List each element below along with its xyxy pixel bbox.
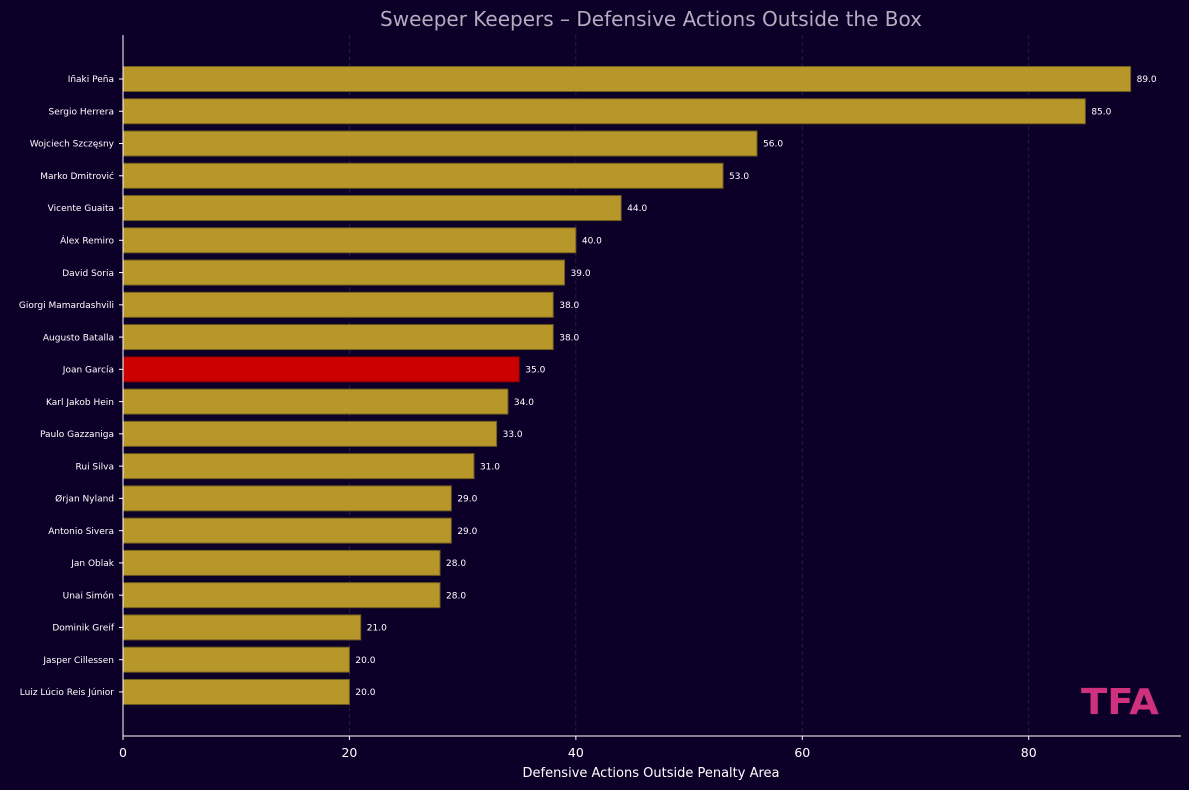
chart-title: Sweeper Keepers – Defensive Actions Outs… [380,7,922,31]
y-tick-label: Dominik Greif [52,624,114,634]
bar [122,453,475,480]
bar [122,420,498,447]
value-label: 89.0 [1137,75,1157,85]
bar [122,678,350,705]
value-label: 29.0 [457,527,477,537]
watermark-text: TFA [1081,682,1159,723]
x-tick-label: 80 [1021,745,1037,760]
y-tick-label: Álex Remiro [60,235,114,247]
tfa-logo: TFA [1081,682,1159,723]
bar [122,130,758,157]
x-tick-label: 40 [568,745,584,760]
value-label: 44.0 [627,204,647,214]
y-tick-label: Antonio Sivera [48,527,114,537]
value-label: 28.0 [446,559,466,569]
bar [122,195,622,222]
value-label: 29.0 [457,495,477,505]
y-tick-label: Jasper Cillessen [42,656,114,666]
value-label: 34.0 [514,398,534,408]
y-tick-label: Marko Dmitrović [40,171,114,182]
value-label: 21.0 [367,624,387,634]
y-tick-label: David Soria [62,269,114,279]
bars [122,66,1132,705]
y-tick-label: Paulo Gazzaniga [40,430,114,440]
y-tick-label: Wojciech Szczęsny [30,140,115,150]
value-label: 20.0 [355,656,375,666]
value-label: 39.0 [571,269,591,279]
value-label: 33.0 [503,430,523,440]
bar [122,98,1086,125]
value-label: 31.0 [480,462,500,472]
value-label: 40.0 [582,237,602,247]
bar [122,614,362,641]
y-tick-label: Iñaki Peña [68,75,114,85]
y-tick-label: Jan Oblak [70,559,115,569]
bar [122,582,441,609]
bar [122,388,509,415]
y-tick-label: Sergio Herrera [49,107,114,117]
value-labels: 89.0 85.0 56.0 53.0 44.0 40.0 39.0 38.0 38.0 35.0… [355,75,1157,698]
bar [122,259,566,286]
bar [122,162,724,189]
bar [122,291,554,318]
x-tick-label: 20 [341,745,357,760]
value-label: 28.0 [446,591,466,601]
x-tick-label: 0 [119,745,127,760]
value-label: 85.0 [1091,107,1111,117]
y-tick-label: Ørjan Nyland [55,494,114,505]
y-tick-label: Giorgi Mamardashvili [19,301,114,311]
value-label: 38.0 [559,333,579,343]
x-tick-labels: 0 20 40 60 80 [119,736,1037,760]
x-axis-label: Defensive Actions Outside Penalty Area [522,766,779,781]
y-tick-label: Joan García [62,366,114,376]
bar [122,66,1132,92]
bar-highlighted [122,356,520,383]
x-tick-label: 60 [794,745,810,760]
y-tick-label: Unai Simón [63,590,114,601]
bar [122,324,554,351]
y-tick-label: Augusto Batalla [43,333,114,343]
bar [122,646,350,673]
bar [122,227,577,254]
y-tick-label: Luiz Lúcio Reis Júnior [20,688,115,698]
value-label: 20.0 [355,688,375,698]
y-tick-label: Karl Jakob Hein [46,398,114,408]
bar [122,549,441,576]
y-tick-label: Rui Silva [76,462,114,472]
y-tick-labels: Iñaki Peña Sergio Herrera Wojciech Szczęsn… [19,75,123,698]
value-label: 53.0 [729,172,749,182]
value-label: 56.0 [763,140,783,150]
y-tick-label: Vicente Guaita [48,204,114,214]
bar [122,485,452,512]
bar [122,517,452,544]
value-label: 35.0 [525,366,545,376]
value-label: 38.0 [559,301,579,311]
